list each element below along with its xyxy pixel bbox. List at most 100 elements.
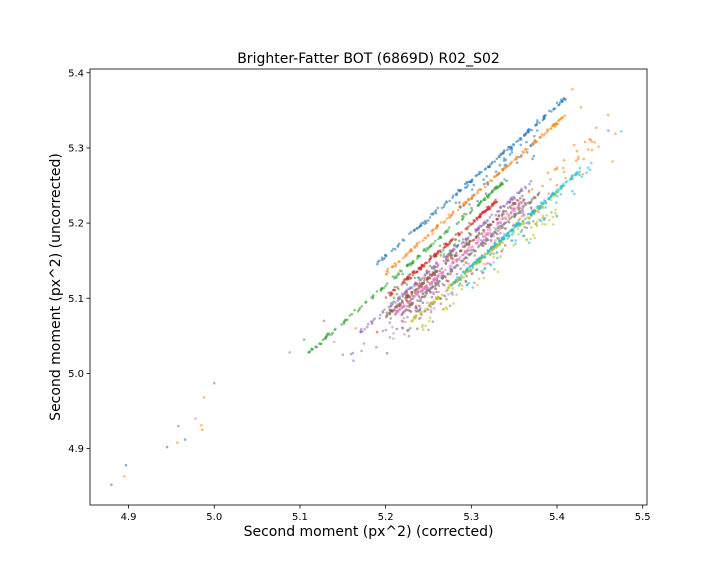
data-point (392, 337, 395, 340)
data-point (437, 263, 440, 266)
data-point (383, 308, 386, 311)
data-point (520, 187, 523, 190)
data-point (424, 236, 428, 240)
data-point (431, 320, 435, 323)
data-point (526, 148, 529, 151)
data-point (492, 175, 496, 178)
data-point (435, 290, 438, 294)
data-point (502, 210, 505, 214)
data-point (562, 170, 566, 174)
data-point (389, 291, 393, 294)
data-point (540, 203, 544, 207)
data-point (539, 219, 543, 223)
outlier-point (579, 106, 583, 109)
data-point (436, 265, 439, 269)
data-point (428, 257, 432, 261)
data-point (412, 229, 416, 232)
data-point (481, 211, 484, 214)
data-point (445, 259, 449, 263)
data-point (373, 317, 377, 320)
data-point (475, 216, 479, 220)
data-point (384, 284, 388, 288)
data-point (497, 155, 501, 158)
y-axis-ticks: 4.9 5.0 5.1 5.2 5.3 5.4 (68, 68, 90, 455)
data-point (508, 153, 512, 156)
data-point (465, 267, 469, 271)
data-point (529, 237, 532, 241)
data-point (477, 277, 481, 281)
data-point (587, 148, 590, 151)
data-point (448, 304, 452, 308)
data-point (405, 304, 408, 308)
data-point (467, 249, 471, 252)
data-point (454, 201, 458, 204)
data-point (517, 191, 521, 195)
data-point (474, 228, 477, 231)
data-point (451, 194, 455, 197)
data-point (366, 325, 369, 329)
data-point (515, 155, 518, 159)
data-point (489, 240, 493, 243)
data-point (527, 189, 531, 193)
data-point (572, 143, 576, 147)
data-point (436, 274, 440, 278)
data-point (435, 280, 439, 283)
data-point (473, 249, 476, 252)
data-point (485, 195, 489, 198)
data-point (485, 237, 488, 240)
data-point (446, 253, 450, 257)
x-axis-ticks: 4.9 5.0 5.1 5.2 5.3 5.4 5.5 (121, 505, 651, 523)
data-point (590, 148, 594, 152)
data-point (504, 158, 508, 162)
data-point (455, 222, 459, 225)
data-point (499, 255, 502, 258)
data-point (428, 264, 432, 268)
data-point (390, 303, 394, 307)
y-tick-label: 5.0 (68, 369, 84, 380)
data-point (327, 332, 330, 335)
data-point (445, 201, 448, 204)
data-point (429, 255, 433, 259)
data-point (457, 220, 461, 224)
outlier-point (375, 330, 379, 334)
outlier-point (571, 88, 574, 91)
data-point (464, 237, 468, 240)
data-point (496, 236, 499, 240)
outlier-point (183, 438, 187, 441)
data-point (506, 148, 509, 152)
data-point (521, 150, 524, 153)
data-point (538, 204, 542, 208)
data-point (556, 188, 559, 191)
data-point (457, 234, 461, 237)
data-point (536, 119, 539, 122)
data-point (427, 319, 431, 323)
data-point (548, 109, 551, 113)
data-point (393, 313, 397, 316)
data-point (486, 249, 489, 252)
data-point (425, 289, 428, 293)
data-point (512, 244, 515, 247)
data-point (427, 328, 430, 332)
data-point (450, 238, 453, 242)
y-tick-label: 4.9 (68, 444, 84, 455)
data-point (401, 256, 405, 260)
outlier-point (555, 101, 559, 105)
data-point (438, 244, 442, 248)
data-point (436, 206, 440, 210)
data-point (475, 242, 478, 245)
data-point (429, 283, 432, 287)
data-point (441, 248, 445, 252)
data-point (553, 168, 556, 171)
data-point (519, 143, 523, 147)
data-point (497, 215, 500, 218)
data-point (460, 249, 463, 252)
data-point (504, 227, 508, 230)
data-point (468, 203, 471, 206)
outlier-point (360, 349, 363, 353)
data-point (557, 190, 560, 193)
data-point (438, 249, 442, 252)
data-point (402, 305, 405, 309)
outlier-point (341, 353, 345, 357)
data-point (478, 260, 481, 264)
data-point (483, 185, 487, 189)
